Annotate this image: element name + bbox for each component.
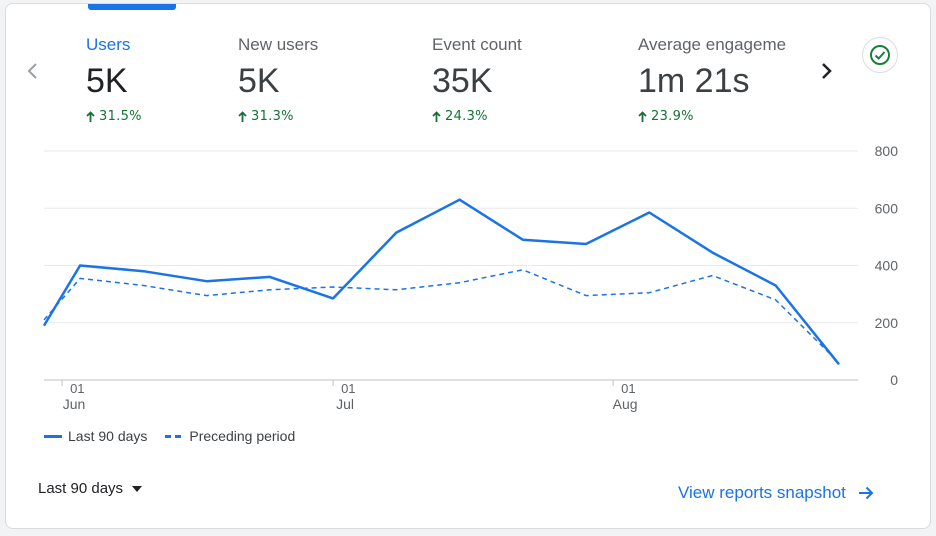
- check-circle-icon: [870, 45, 890, 65]
- data-status-button[interactable]: [862, 37, 898, 73]
- y-tick-label: 400: [875, 258, 899, 274]
- metric-change-value: 24.3%: [445, 109, 488, 124]
- legend-item-last-90-days[interactable]: Last 90 days: [44, 428, 147, 444]
- snapshot-link-label: View reports snapshot: [678, 483, 846, 502]
- x-tick-day-label: 01: [70, 381, 84, 396]
- metric-change: 23.9%: [638, 109, 818, 124]
- metric-name: Users: [86, 35, 131, 54]
- metric-value: 1m 21s: [638, 62, 750, 100]
- metric-name: Event count: [432, 35, 522, 54]
- preceding-period-line: [43, 269, 840, 364]
- metric-name: Average engageme: [638, 35, 787, 54]
- arrow-up-icon: [638, 110, 647, 122]
- date-range-dropdown[interactable]: Last 90 days: [38, 480, 143, 497]
- y-tick-label: 800: [875, 143, 899, 159]
- metric-name: New users: [238, 35, 319, 54]
- active-tab-indicator: [88, 4, 176, 10]
- metric-change: 24.3%: [432, 109, 612, 124]
- x-tick-month-label: Jun: [63, 396, 86, 412]
- arrow-up-icon: [86, 110, 95, 122]
- metric-value: 5K: [86, 62, 128, 100]
- date-range-label: Last 90 days: [38, 480, 124, 497]
- next-metrics-button[interactable]: [814, 56, 840, 86]
- x-tick-month-label: Aug: [613, 396, 638, 412]
- metric-change-value: 31.5%: [99, 109, 142, 124]
- legend-label: Last 90 days: [68, 428, 148, 444]
- legend-item-preceding-period[interactable]: Preceding period: [165, 428, 295, 444]
- x-tick-month-label: Jul: [336, 396, 354, 412]
- metric-tab-average-engageme[interactable]: Average engageme 1m 21s 23.9%: [638, 35, 818, 124]
- metric-change-value: 31.3%: [251, 109, 294, 124]
- view-reports-snapshot-link[interactable]: View reports snapshot: [678, 483, 874, 503]
- previous-metrics-button[interactable]: [20, 56, 44, 86]
- users-overview-card: Users 5K 31.5% New users 5K 31.3% Event count 3…: [5, 3, 931, 529]
- metric-tab-event-count[interactable]: Event count 35K 24.3%: [432, 35, 612, 124]
- metric-change-value: 23.9%: [651, 109, 694, 124]
- metric-change: 31.3%: [238, 109, 418, 124]
- dashed-line-swatch: [165, 434, 184, 438]
- y-tick-label: 600: [875, 200, 899, 216]
- metric-change: 31.5%: [86, 109, 266, 124]
- y-tick-label: 200: [875, 315, 899, 331]
- arrow-right-icon: [858, 486, 874, 500]
- legend-label: Preceding period: [189, 428, 296, 444]
- x-tick-day-label: 01: [621, 381, 635, 396]
- x-tick-day-label: 01: [341, 381, 355, 396]
- solid-line-swatch: [44, 434, 62, 438]
- arrow-up-icon: [432, 110, 441, 122]
- metric-tab-new-users[interactable]: New users 5K 31.3%: [238, 35, 418, 124]
- y-tick-label: 0: [890, 372, 898, 388]
- last-90-days-line: [42, 198, 840, 366]
- metric-value: 35K: [432, 62, 493, 100]
- metric-value: 5K: [238, 62, 280, 100]
- caret-down-icon: [132, 485, 143, 492]
- chevron-left-icon: [27, 63, 37, 79]
- chevron-right-icon: [822, 63, 832, 79]
- metric-tab-users[interactable]: Users 5K 31.5%: [86, 35, 266, 124]
- chart-legend: Last 90 days Preceding period: [44, 428, 313, 444]
- arrow-up-icon: [238, 110, 247, 122]
